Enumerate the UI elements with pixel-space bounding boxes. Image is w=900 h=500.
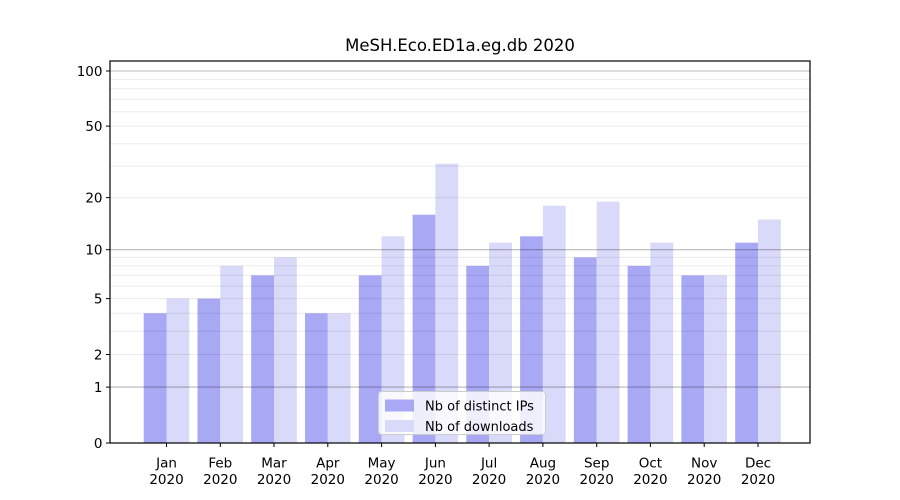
legend-swatch-downloads	[385, 420, 414, 432]
gridlines-layer	[110, 70, 810, 388]
bar-downloads-jan	[166, 298, 190, 443]
bar-ips-jan	[143, 313, 167, 443]
x-tick-label-year-may: 2020	[364, 472, 398, 488]
x-tick-label-year-jan: 2020	[149, 472, 183, 488]
x-tick-label-month-jan: Jan	[155, 456, 177, 472]
x-tick-label-month-nov: Nov	[691, 456, 717, 472]
x-tick-label-month-aug: Aug	[530, 456, 556, 472]
bar-ips-apr	[305, 313, 328, 443]
bar-ips-jun	[412, 214, 436, 443]
y-tick-label-2: 2	[94, 347, 103, 363]
bar-ips-may	[358, 275, 382, 443]
chart-title: MeSH.Eco.ED1a.eg.db 2020	[345, 36, 575, 55]
bar-ips-nov	[681, 275, 705, 443]
x-tick-label-year-mar: 2020	[257, 472, 291, 488]
x-tick-label-month-sep: Sep	[584, 456, 609, 472]
x-tick-label-year-dec: 2020	[741, 472, 775, 488]
legend-label-distinct-ips: Nb of distinct IPs	[425, 400, 534, 415]
x-tick-label-year-oct: 2020	[633, 472, 667, 488]
bar-downloads-apr	[327, 313, 351, 443]
y-tick-label-0: 0	[94, 436, 103, 452]
x-tick-label-month-dec: Dec	[745, 456, 771, 472]
x-tick-label-year-sep: 2020	[580, 472, 614, 488]
x-tick-label-month-may: May	[368, 456, 396, 472]
y-tick-label-50: 50	[85, 119, 102, 135]
bar-downloads-mar	[274, 257, 297, 443]
legend: Nb of distinct IPs Nb of downloads	[378, 391, 546, 435]
bar-ips-feb	[197, 298, 221, 443]
bar-downloads-feb	[220, 265, 244, 443]
x-tick-label-month-oct: Oct	[639, 456, 662, 472]
y-tick-label-20: 20	[85, 190, 102, 206]
x-tick-label-year-apr: 2020	[311, 472, 345, 488]
x-tick-label-year-jun: 2020	[418, 472, 452, 488]
bar-downloads-aug	[542, 205, 566, 443]
y-tick-label-10: 10	[85, 243, 102, 259]
bar-ips-dec	[735, 242, 758, 443]
x-tick-label-month-feb: Feb	[208, 456, 232, 472]
bar-ips-sep	[573, 257, 597, 443]
axis-ticks-layer: 1005020105210Jan2020Feb2020Mar2020Apr202…	[77, 64, 775, 488]
legend-box	[378, 391, 546, 435]
bar-ips-oct	[627, 265, 651, 443]
x-tick-label-year-jul: 2020	[472, 472, 506, 488]
legend-label-downloads: Nb of downloads	[425, 420, 534, 435]
x-tick-label-month-jul: Jul	[480, 456, 497, 472]
plot-frame	[109, 60, 811, 444]
bar-ips-mar	[251, 275, 274, 443]
bar-downloads-nov	[704, 275, 727, 443]
bar-downloads-jun	[435, 163, 459, 443]
bar-downloads-dec	[758, 219, 781, 443]
bar-downloads-sep	[596, 201, 620, 443]
y-tick-label-5: 5	[94, 291, 103, 307]
legend-swatch-distinct-ips	[385, 399, 414, 412]
y-tick-label-100: 100	[77, 64, 103, 80]
x-tick-label-month-jun: Jun	[424, 456, 446, 472]
x-tick-label-year-nov: 2020	[687, 472, 721, 488]
y-tick-label-1: 1	[94, 380, 103, 396]
x-tick-label-month-mar: Mar	[261, 456, 287, 472]
x-tick-label-year-aug: 2020	[526, 472, 560, 488]
bar-downloads-oct	[650, 242, 674, 443]
x-tick-label-year-feb: 2020	[203, 472, 237, 488]
x-tick-label-month-apr: Apr	[316, 456, 340, 472]
